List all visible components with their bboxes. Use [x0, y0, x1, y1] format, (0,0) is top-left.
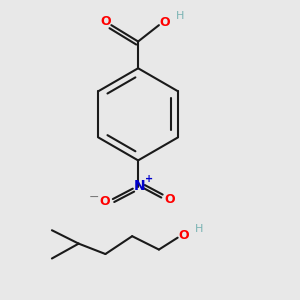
- Text: N: N: [134, 179, 146, 193]
- Text: O: O: [164, 193, 175, 206]
- Text: −: −: [89, 191, 99, 204]
- Text: O: O: [160, 16, 170, 29]
- Text: O: O: [101, 15, 111, 28]
- Text: O: O: [179, 229, 190, 242]
- Text: H: H: [176, 11, 184, 21]
- Text: O: O: [99, 195, 110, 208]
- Text: +: +: [145, 174, 154, 184]
- Text: H: H: [195, 224, 203, 234]
